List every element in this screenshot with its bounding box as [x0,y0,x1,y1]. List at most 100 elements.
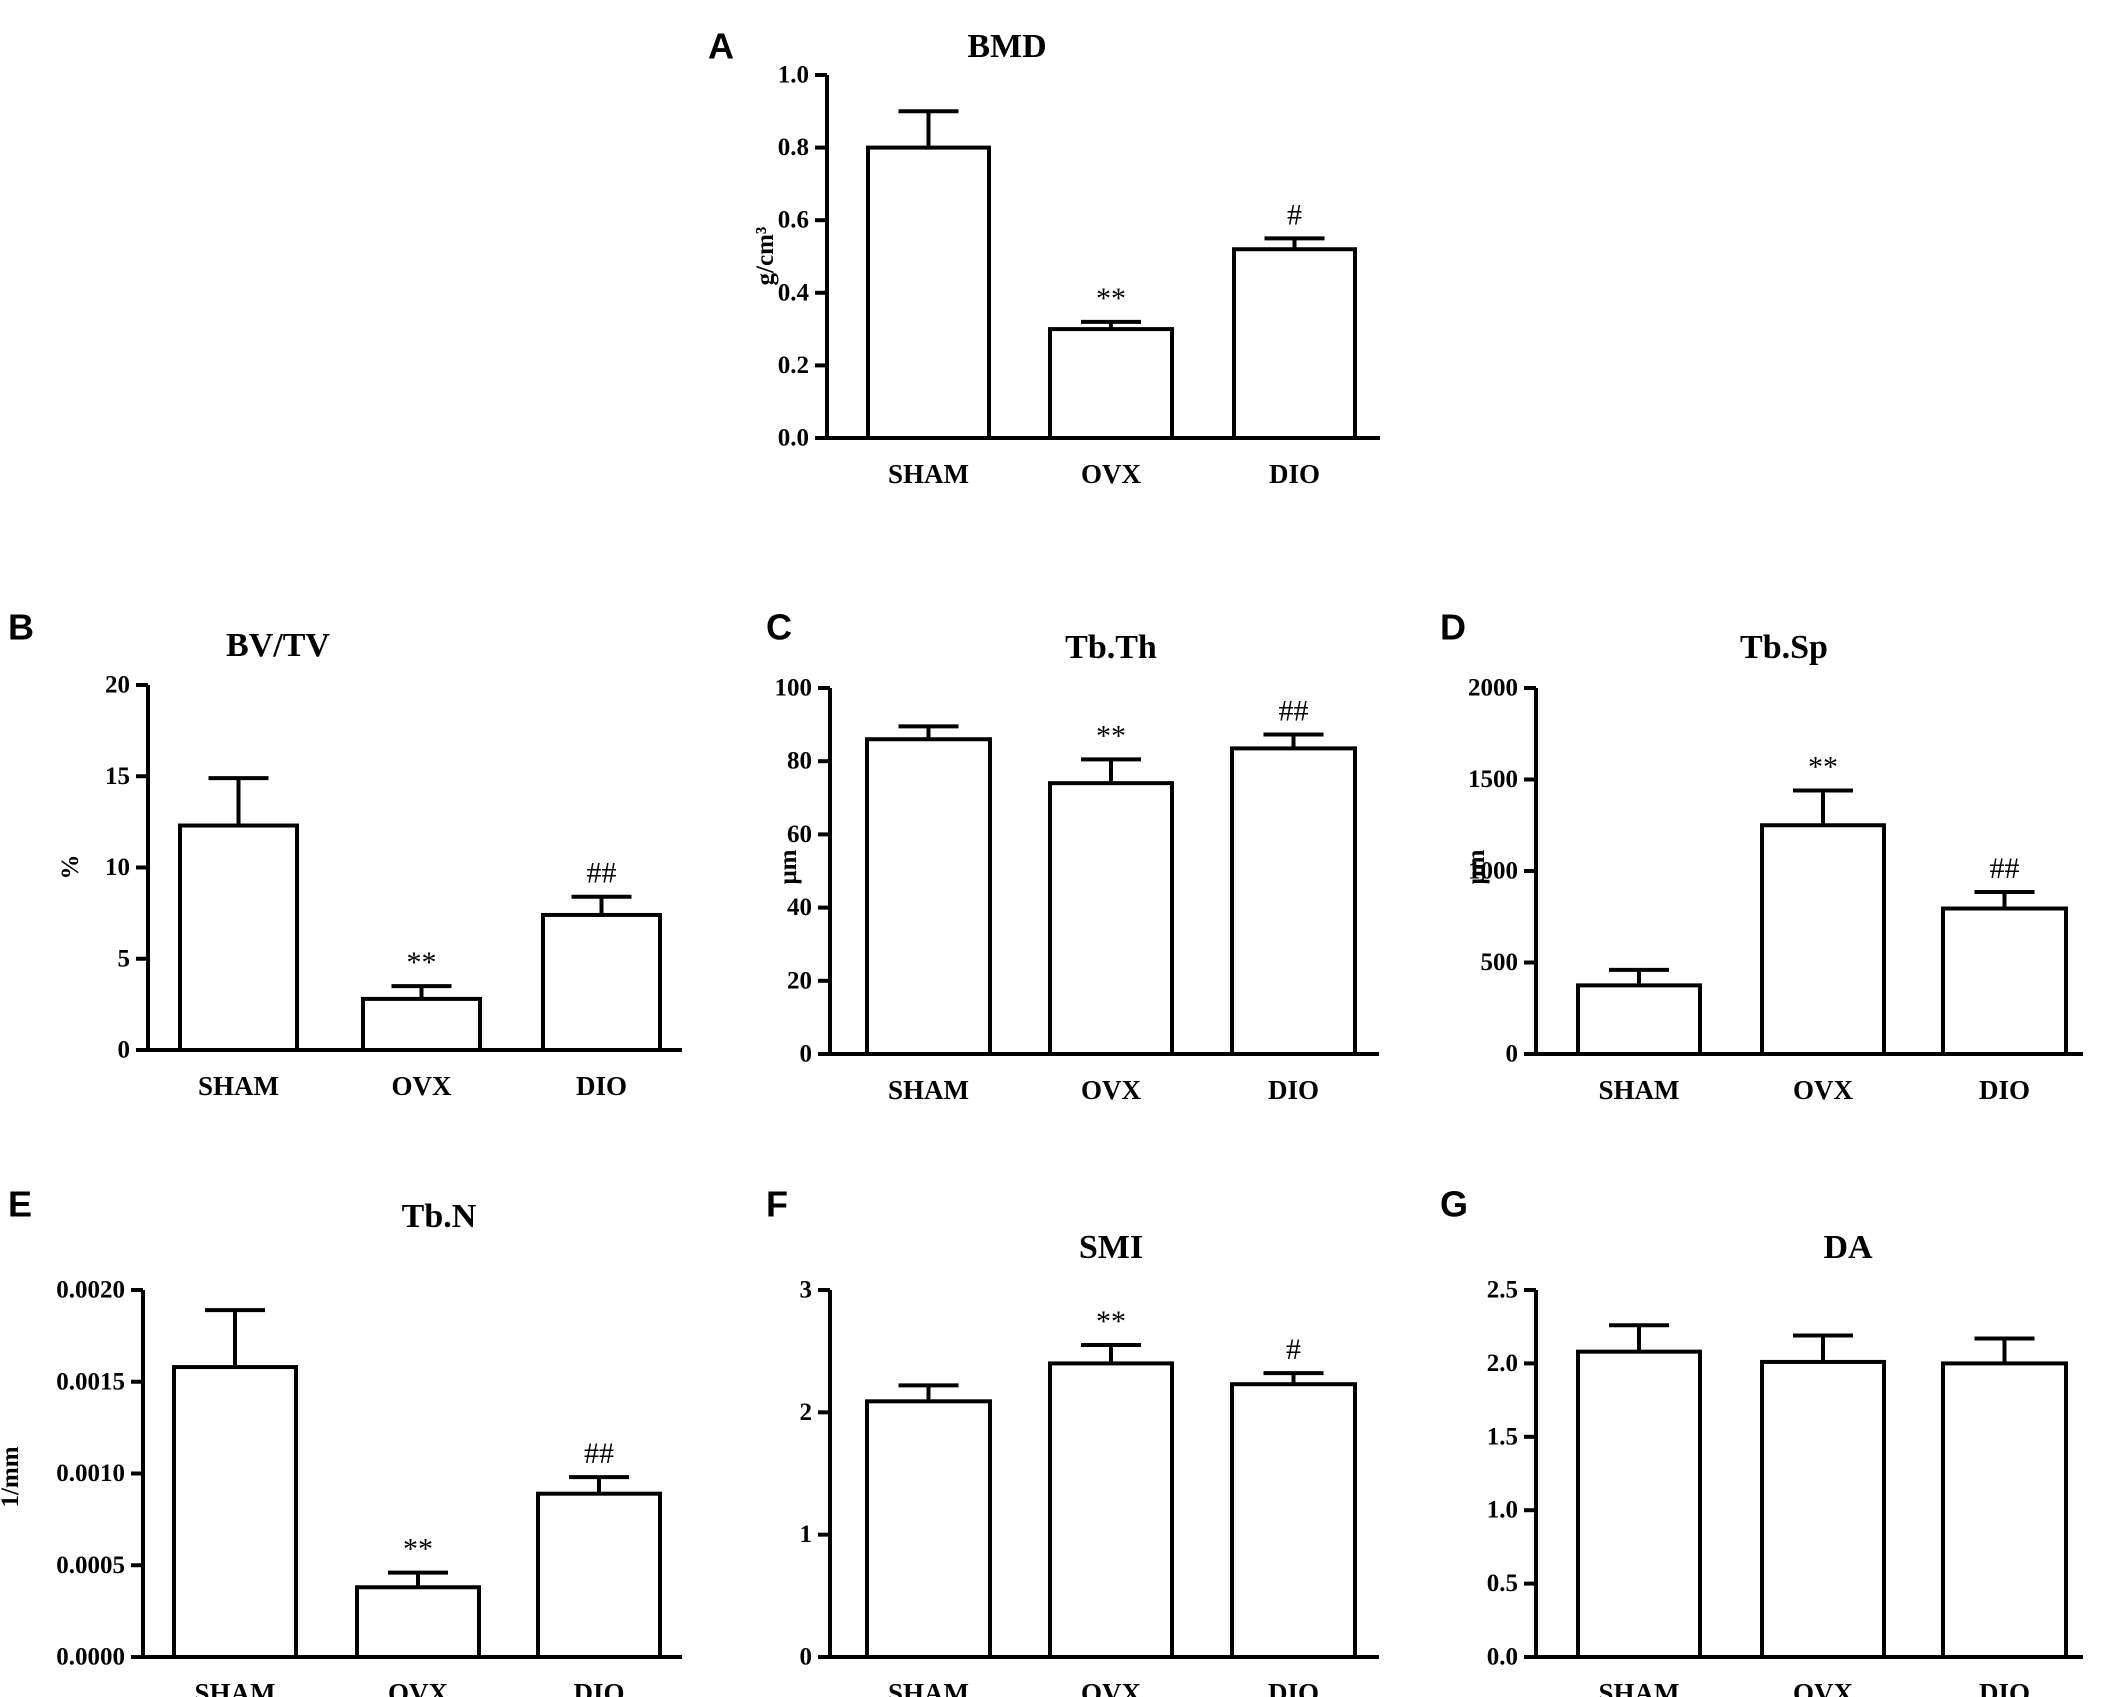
bar [1230,1382,1357,1659]
x-category-label: DIO [1268,1678,1319,1697]
y-axis-label: μm [1463,849,1490,884]
y-tick-label: 60 [787,821,812,848]
bar [1576,983,1702,1056]
y-tick-label: 0.0010 [56,1460,125,1487]
significance-marker: ## [584,1437,614,1470]
x-category-label: DIO [1268,1075,1319,1105]
x-category-label: SHAM [888,1678,969,1697]
y-tick-label: 2.5 [1487,1277,1518,1304]
y-tick-label: 0.0020 [56,1277,125,1304]
y-tick-label: 80 [787,748,812,775]
x-category-label: OVX [392,1071,453,1101]
x-category-label: SHAM [888,459,969,489]
y-tick-label: 0.6 [778,207,809,234]
chart-panel-a: A BMD g/cm³ 0.0 0.2 0.4 0.6 0.8 1.0 SHAM ** OVX # DIO [708,25,1380,489]
significance-marker: # [1287,198,1302,231]
bar [355,1585,481,1660]
y-tick-label: 20 [105,672,130,699]
chart-panel-b: B BV/TV% 0 5 10 15 20 SHAM ** OVX ## DIO [8,606,682,1101]
x-category-label: OVX [1081,1075,1142,1105]
y-axis-label: % [57,855,84,880]
bar [865,737,992,1056]
x-category-label: OVX [1793,1075,1854,1105]
significance-marker: ## [1990,852,2020,885]
chart-panel-e: E Tb.N 1/mm 0.0000 0.0005 0.0010 0.0015 0.0020 S… [0,1183,682,1697]
significance-marker: ## [1279,694,1309,727]
significance-marker: ** [403,1533,433,1566]
y-tick-label: 0.2 [778,352,809,379]
y-tick-label: 5 [118,945,131,972]
bar [541,912,662,1053]
y-tick-label: 1.0 [1487,1497,1518,1524]
x-category-label: DIO [1269,459,1320,489]
x-category-label: OVX [1793,1678,1854,1697]
y-tick-label: 1000 [1468,858,1518,885]
significance-marker: ** [1808,750,1838,783]
bar [361,996,482,1053]
chart-panel-d: D Tb.Sp μm 0 500 1000 1500 2000 SHAM ** OVX ## DIO [1440,606,2083,1105]
y-tick-label: 2000 [1468,675,1518,702]
y-tick-label: 0.0005 [56,1552,125,1579]
x-category-label: SHAM [1599,1678,1680,1697]
x-category-label: DIO [1979,1075,2030,1105]
chart-title: Tb.N [402,1198,477,1235]
chart-title: Tb.Th [1065,629,1157,666]
y-axis-label: μm [775,849,802,884]
y-tick-label: 40 [787,894,812,921]
chart-panel-g: G DA 0.0 0.5 1.0 1.5 2.0 2.5 SHAM OVX DIO [1440,1183,2083,1697]
panel-letter: C [766,606,792,647]
y-tick-label: 1.5 [1487,1423,1518,1450]
x-category-label: OVX [1081,1678,1142,1697]
y-tick-label: 2 [800,1399,813,1426]
y-tick-label: 3 [800,1277,813,1304]
chart-title: Tb.Sp [1740,629,1828,666]
bar [866,145,991,440]
x-category-label: SHAM [198,1071,279,1101]
y-axis-label: 1/mm [0,1446,24,1507]
significance-marker: # [1286,1333,1301,1366]
chart-title: SMI [1079,1229,1143,1266]
y-tick-label: 0 [800,1041,813,1068]
y-tick-label: 15 [105,763,130,790]
panel-letter: B [8,606,34,647]
chart-title: DA [1823,1229,1873,1266]
y-tick-label: 0.0015 [56,1368,125,1395]
significance-marker: ** [1096,1305,1126,1338]
panel-letter: E [8,1183,32,1224]
bar [1760,1359,1886,1659]
chart-panel-c: C Tb.Th μm 0 20 40 60 80 100 SHAM ** OVX ## DIO [766,606,1379,1105]
y-tick-label: 0.0 [1487,1644,1518,1671]
x-category-label: SHAM [888,1075,969,1105]
significance-marker: ## [587,857,617,890]
significance-marker: ** [1096,719,1126,752]
y-tick-label: 1.0 [778,62,809,89]
x-category-label: DIO [576,1071,627,1101]
bar [1941,906,2068,1057]
chart-title: BMD [967,28,1046,65]
y-tick-label: 0.5 [1487,1570,1518,1597]
panel-letter: F [766,1183,788,1224]
bar [865,1399,992,1660]
bar [1048,781,1174,1056]
bar [178,823,299,1053]
y-tick-label: 20 [787,967,812,994]
bar [1941,1361,2068,1660]
y-tick-label: 2.0 [1487,1350,1518,1377]
y-tick-label: 0.0000 [56,1644,125,1671]
y-tick-label: 0.8 [778,134,809,161]
x-category-label: OVX [1081,459,1142,489]
panel-letter: G [1440,1183,1468,1224]
bar [536,1491,662,1660]
y-tick-label: 0 [118,1037,131,1064]
bar [1232,247,1357,440]
bar [1230,746,1357,1056]
y-tick-label: 1500 [1468,766,1518,793]
significance-marker: ** [1096,282,1126,315]
bar [1048,327,1174,441]
chart-panel-f: F SMI 0 1 2 3 SHAM ** OVX # DIO [766,1183,1379,1697]
bar [1576,1349,1702,1659]
y-tick-label: 0 [1506,1041,1519,1068]
bar [1048,1361,1174,1660]
x-category-label: OVX [388,1678,449,1697]
